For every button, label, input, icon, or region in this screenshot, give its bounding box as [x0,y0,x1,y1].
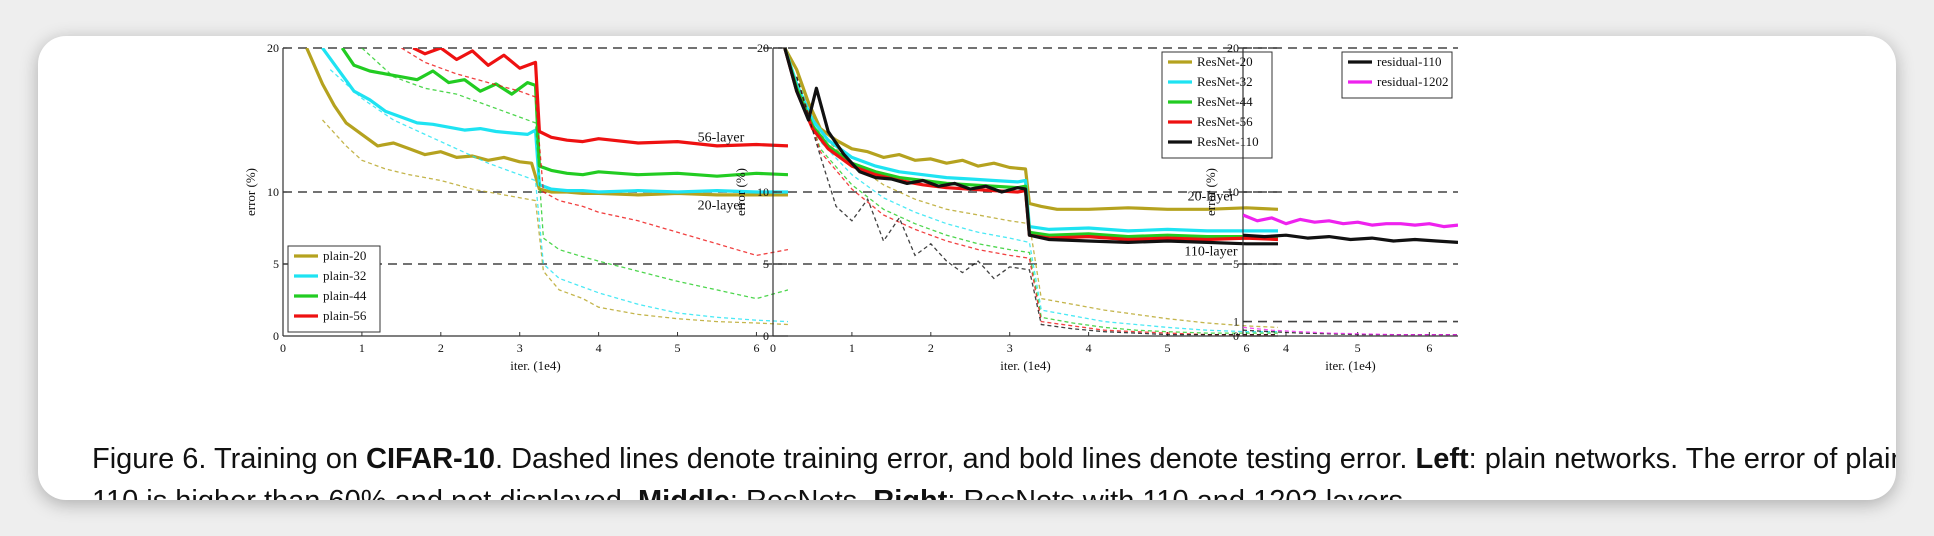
caption-part: Figure 6. Training on [92,443,367,475]
legend-label: ResNet-110 [1197,134,1259,149]
chart-legend: plain-20 plain-32 plain-44 plain-56 [287,245,381,333]
legend-box [1341,51,1453,99]
series-plain-44-test-line [340,48,788,178]
x-tick-label: 6 [1243,341,1249,355]
x-tick-label: 3 [1007,341,1013,355]
line-annotation: 20-layer [698,198,745,213]
y-tick-label: 0 [1233,329,1239,343]
legend-label: plain-32 [323,268,366,283]
x-tick-label: 1 [359,341,365,355]
y-tick-label: 5 [1233,257,1239,271]
figure-card: 0 1 2 3 4 5 6 0 5 10 20 iter. (1e4) error (%) 56-laye… [38,36,1896,500]
series-lines [1243,213,1458,336]
line-annotation: 56-layer [698,131,745,146]
series-plain-32-train-line [329,69,788,323]
y-tick-label: 20 [1227,41,1239,55]
x-tick-label: 4 [1086,341,1092,355]
x-axis-label: iter. (1e4) [1325,358,1376,373]
series-lines [783,48,1278,336]
y-tick-label: 5 [273,257,279,271]
legend-label: plain-44 [323,288,367,303]
x-tick-label: 4 [1283,341,1289,355]
series-ResNet-32-train-line [796,76,1278,333]
y-tick-label: 20 [757,41,769,55]
series-ResNet-44-train-line [796,76,1278,334]
x-tick-label: 2 [438,341,444,355]
series-ResNet-44-test-line [783,48,1278,239]
x-tick-label: 5 [1355,341,1361,355]
series-residual-1202-train-line [1243,326,1458,336]
caption-part: Right [873,485,947,500]
series-plain-44-train-line [361,48,788,300]
series-plain-32-test-line [321,48,788,194]
legend-label: plain-56 [323,308,367,323]
x-tick-label: 3 [517,341,523,355]
series-plain-20-train-line [322,119,788,326]
caption-part: : ResNets. [730,485,873,500]
series-residual-110-test-line [1243,233,1458,244]
x-tick-label: 0 [770,341,776,355]
series-ResNet-110-train-line [796,76,1278,336]
legend-label: residual-1202 [1377,74,1448,89]
y-tick-label: 10 [267,185,279,199]
series-residual-110-train-line [1243,329,1458,336]
legend-label: ResNet-32 [1197,74,1253,89]
legend-box [1161,51,1273,159]
caption-part: Middle [638,485,730,500]
y-tick-label: 0 [763,329,769,343]
series-plain-56-train-line [401,48,788,257]
x-tick-label: 4 [596,341,602,355]
legend-label: residual-110 [1377,54,1442,69]
x-tick-label: 5 [1165,341,1171,355]
figure-caption: Figure 6. Training on CIFAR-10. Dashed l… [92,438,1896,500]
x-tick-label: 5 [675,341,681,355]
x-tick-label: 6 [1426,341,1432,355]
caption-part: : plain networks. The error of plain-110… [92,443,1896,500]
legend-label: ResNet-20 [1197,54,1253,69]
series-residual-1202-test-line [1243,213,1458,229]
series-ResNet-32-test-line [783,48,1278,233]
series-plain-20-test-line [305,48,788,197]
series-lines [305,48,788,326]
line-annotation: 110-layer [1184,244,1237,259]
legend-label: plain-20 [323,248,366,263]
series-ResNet-20-test-line [783,48,1278,211]
x-tick-label: 6 [753,341,759,355]
y-tick-label: 0 [273,329,279,343]
series-plain-56-test-line [412,48,788,148]
y-tick-label: 10 [757,185,769,199]
y-axis-label: error (%) [733,168,748,216]
caption-part: Left [1415,443,1469,475]
x-axis-label: iter. (1e4) [510,358,561,373]
x-tick-label: 0 [280,341,286,355]
series-ResNet-56-train-line [796,76,1278,336]
x-tick-label: 1 [849,341,855,355]
y-axis-label: error (%) [1203,168,1218,216]
line-annotation: 20-layer [1188,190,1235,205]
caption-part: : ResNets with 110 and 1202 layers. [947,485,1411,500]
y-tick-label: 1 [1233,315,1239,329]
y-tick-label: 5 [763,257,769,271]
chart-legend: residual-110 residual-1202 [1341,51,1453,99]
caption-part: CIFAR-10 [366,443,495,475]
x-axis-label: iter. (1e4) [1000,358,1051,373]
legend-label: ResNet-44 [1197,94,1253,109]
y-tick-label: 20 [267,41,279,55]
y-tick-label: 10 [1227,185,1239,199]
legend-box [287,245,381,333]
legend-label: ResNet-56 [1197,114,1253,129]
x-tick-label: 2 [928,341,934,355]
chart-legend: ResNet-20 ResNet-32 ResNet-44 ResNet-56 ResN… [1161,51,1273,159]
series-ResNet-110-test-line [783,48,1278,246]
y-axis-label: error (%) [243,168,258,216]
caption-part: . Dashed lines denote training error, an… [494,443,1416,475]
